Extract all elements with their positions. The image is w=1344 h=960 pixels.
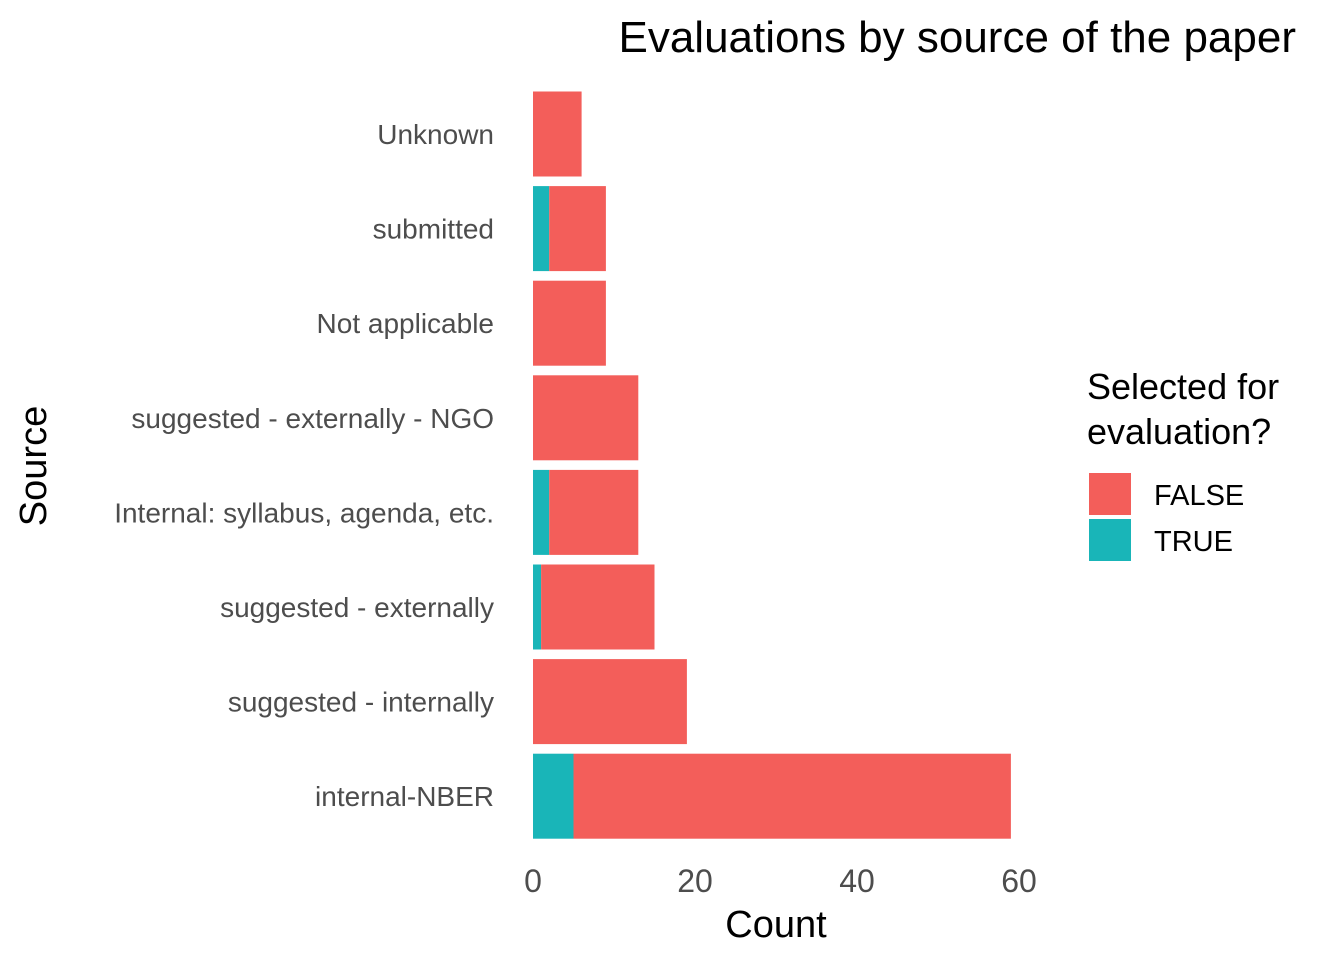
category-label: suggested - externally - NGO (131, 403, 494, 434)
legend-label-true: TRUE (1154, 526, 1233, 558)
category-label: internal-NBER (315, 781, 494, 812)
bar-false (533, 91, 582, 177)
legend-label-false: FALSE (1154, 480, 1244, 512)
category-label: suggested - internally (228, 687, 494, 718)
bar-false (533, 375, 639, 461)
bar-false (549, 469, 639, 555)
bar-false (549, 186, 606, 272)
x-tick-label: 40 (839, 863, 875, 899)
x-tick-label: 0 (524, 863, 542, 899)
x-tick-label: 60 (1001, 863, 1037, 899)
category-label: Internal: syllabus, agenda, etc. (114, 497, 494, 528)
bar-true (533, 564, 542, 650)
category-label: submitted (373, 214, 494, 245)
legend-swatch-true (1089, 519, 1131, 561)
x-axis-ticks: 0 20 40 60 (524, 863, 1037, 899)
x-axis-title: Count (725, 904, 827, 946)
bars (533, 91, 1011, 839)
category-label: suggested - externally (220, 592, 494, 623)
bar-false (573, 753, 1011, 839)
bar-true (533, 186, 550, 272)
category-labels: Unknown submitted Not applicable suggested … (114, 119, 494, 812)
legend-title-line-2: evaluation? (1087, 411, 1271, 452)
bar-false (533, 280, 606, 366)
bar-false (541, 564, 655, 650)
category-label: Not applicable (317, 308, 494, 339)
bar-true (533, 469, 550, 555)
chart-title: Evaluations by source of the paper (618, 13, 1296, 62)
x-tick-label: 20 (677, 863, 713, 899)
legend-title-line-1: Selected for (1087, 366, 1279, 407)
category-label: Unknown (377, 119, 494, 150)
legend-swatch-false (1089, 473, 1131, 515)
legend: Selected for evaluation? FALSE TRUE (1087, 366, 1279, 561)
bar-true (533, 753, 574, 839)
bar-false (533, 659, 687, 745)
y-axis-title: Source (13, 406, 55, 526)
